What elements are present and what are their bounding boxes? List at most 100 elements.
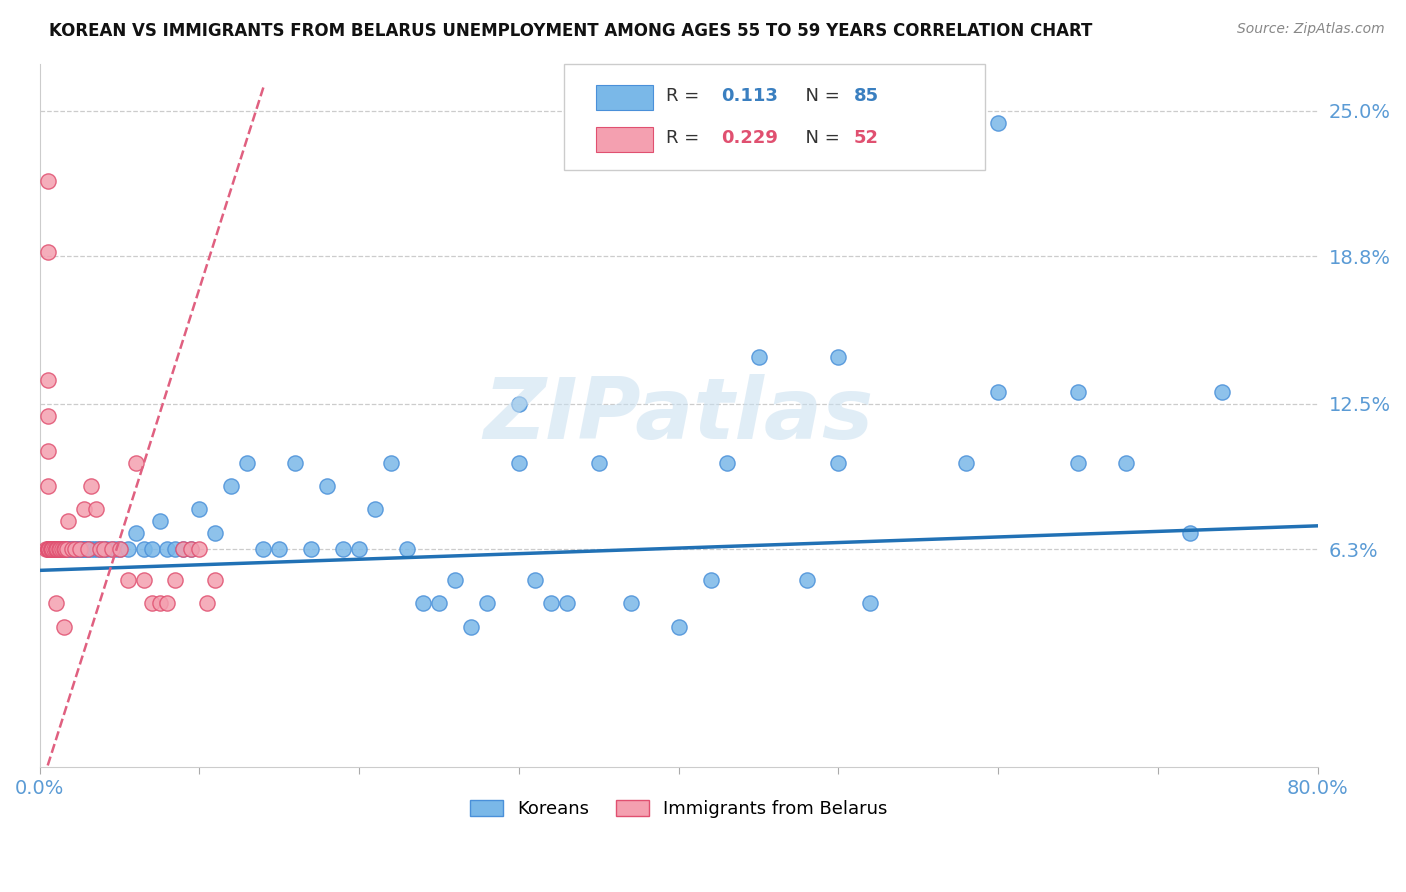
Point: [252, 542, 274, 557]
Point: [141, 596, 163, 610]
Point: [80, 542, 103, 557]
Point: [69, 542, 91, 557]
Point: [284, 456, 307, 470]
Point: [58, 542, 80, 557]
Point: [62, 542, 84, 557]
Point: [117, 542, 139, 557]
Text: N =: N =: [794, 87, 845, 104]
Point: [42, 542, 65, 557]
Point: [65, 542, 87, 557]
Point: [53, 542, 76, 557]
Point: [93, 542, 115, 557]
Point: [204, 525, 226, 540]
Point: [56, 542, 79, 557]
Point: [197, 596, 219, 610]
Point: [165, 542, 187, 557]
Point: [716, 456, 738, 470]
Point: [796, 573, 818, 587]
Point: [60, 542, 83, 557]
Point: [84, 502, 107, 516]
Text: ZIPatlas: ZIPatlas: [484, 374, 875, 458]
Point: [96, 542, 118, 557]
Point: [38, 542, 60, 557]
Point: [72, 542, 94, 557]
Point: [124, 456, 146, 470]
Point: [37, 374, 59, 388]
Point: [380, 456, 402, 470]
Point: [73, 502, 96, 516]
Point: [444, 573, 467, 587]
Text: KOREAN VS IMMIGRANTS FROM BELARUS UNEMPLOYMENT AMONG AGES 55 TO 59 YEARS CORRELA: KOREAN VS IMMIGRANTS FROM BELARUS UNEMPL…: [49, 22, 1092, 40]
Point: [148, 596, 170, 610]
Text: 0.113: 0.113: [721, 87, 778, 104]
Point: [51, 542, 73, 557]
Point: [37, 542, 59, 557]
Point: [37, 244, 59, 259]
Point: [221, 479, 243, 493]
Point: [37, 542, 59, 557]
Point: [41, 542, 63, 557]
Point: [859, 596, 882, 610]
Point: [73, 542, 96, 557]
Text: Source: ZipAtlas.com: Source: ZipAtlas.com: [1237, 22, 1385, 37]
Text: N =: N =: [794, 128, 845, 147]
Point: [45, 542, 67, 557]
Point: [56, 542, 79, 557]
Point: [540, 596, 562, 610]
Point: [76, 542, 98, 557]
Point: [827, 350, 849, 364]
Point: [60, 542, 83, 557]
FancyBboxPatch shape: [564, 64, 986, 169]
Point: [39, 542, 62, 557]
Point: [39, 542, 62, 557]
Point: [37, 542, 59, 557]
Point: [523, 573, 546, 587]
Point: [269, 542, 291, 557]
Point: [37, 443, 59, 458]
Point: [180, 542, 202, 557]
Point: [1067, 456, 1090, 470]
Text: R =: R =: [666, 87, 710, 104]
Point: [37, 174, 59, 188]
Point: [75, 542, 97, 557]
Text: R =: R =: [666, 128, 710, 147]
Point: [180, 542, 202, 557]
Point: [332, 542, 354, 557]
Point: [58, 514, 80, 528]
Point: [508, 397, 530, 411]
Point: [132, 542, 155, 557]
Point: [172, 542, 194, 557]
Point: [156, 542, 179, 557]
Legend: Koreans, Immigrants from Belarus: Koreans, Immigrants from Belarus: [463, 792, 894, 825]
Point: [987, 116, 1010, 130]
Point: [620, 596, 643, 610]
Point: [508, 456, 530, 470]
Point: [35, 542, 58, 557]
Point: [299, 542, 322, 557]
Point: [460, 619, 482, 633]
Point: [148, 514, 170, 528]
Point: [364, 502, 387, 516]
Point: [42, 542, 65, 557]
Point: [46, 542, 69, 557]
Point: [49, 542, 72, 557]
Point: [52, 542, 75, 557]
Point: [699, 573, 721, 587]
Point: [48, 542, 70, 557]
Bar: [596, 86, 654, 110]
Point: [38, 542, 60, 557]
Point: [165, 573, 187, 587]
Point: [955, 456, 977, 470]
Point: [48, 542, 70, 557]
Point: [172, 542, 194, 557]
Text: 0.229: 0.229: [721, 128, 778, 147]
Point: [204, 573, 226, 587]
Point: [100, 542, 122, 557]
Point: [412, 596, 434, 610]
Point: [89, 542, 111, 557]
Point: [80, 479, 103, 493]
Point: [45, 596, 67, 610]
Point: [555, 596, 578, 610]
Point: [52, 619, 75, 633]
Point: [108, 542, 131, 557]
